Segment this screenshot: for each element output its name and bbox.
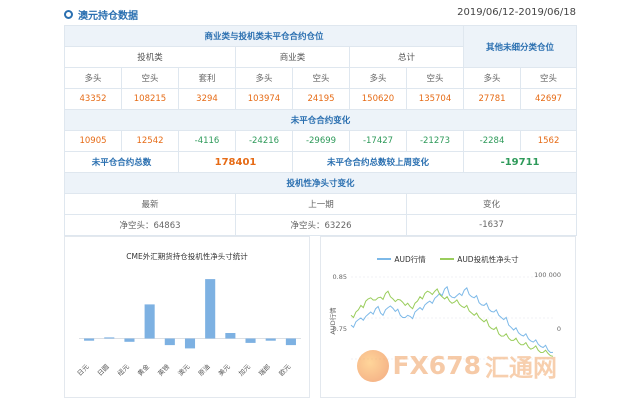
- bar: [144, 304, 155, 339]
- bar: [225, 333, 236, 339]
- change-value: -21273: [405, 130, 465, 152]
- left-tick-label: 0.85: [333, 273, 347, 281]
- change-value: -29699: [292, 130, 350, 152]
- watermark: FX678 汇通网: [357, 348, 557, 383]
- legend-swatch: [377, 258, 392, 260]
- watermark-brand: FX678: [392, 351, 481, 380]
- sub-speculative: 投机类: [64, 46, 236, 68]
- change-value: 12542: [121, 130, 179, 152]
- col-label: 多头: [64, 67, 122, 89]
- net-position-bar-chart: 日元 日圆 纽元 黄金 英镑 澳元 原油 美元 加元 瑞郎 欧元: [76, 279, 301, 378]
- bar: [205, 279, 216, 339]
- col-label: 多头: [463, 67, 522, 89]
- positions-table: 商业类与投机类未平仓合约仓位 其他未细分类仓位 投机类 商业类 总计 多头 空头…: [63, 25, 578, 236]
- oi-total-value: 178401: [178, 151, 293, 173]
- legend-item[interactable]: AUD投机性净头寸: [440, 254, 519, 265]
- bar: [245, 338, 256, 343]
- right-tick-label: 0: [557, 325, 561, 333]
- aud-chart-panel: AUD行情 AUD投机性净头寸 0.85 0.75 100 000 0 AUD行情 FX…: [320, 236, 576, 398]
- chart-title: CME外汇期货持仓投机性净头寸统计: [126, 252, 248, 261]
- position-value: 108215: [121, 88, 179, 110]
- x-tick-label: 英镑: [156, 362, 172, 378]
- net-change-value: -1637: [405, 214, 578, 236]
- bar: [265, 338, 276, 341]
- bar: [285, 338, 296, 346]
- position-value: 42697: [520, 88, 578, 110]
- x-tick-label: 日元: [76, 362, 91, 377]
- net-prev-value: 净空头：63226: [235, 214, 407, 236]
- legend-swatch: [440, 258, 455, 260]
- change-value: -4116: [178, 130, 236, 152]
- col-label: 空头: [520, 67, 578, 89]
- position-value: 135704: [405, 88, 465, 110]
- page-title-text: 澳元持仓数据: [78, 11, 138, 22]
- sub-commercial: 商业类: [235, 46, 350, 68]
- position-value: 103974: [235, 88, 293, 110]
- legend-label: AUD投机性净头寸: [457, 254, 519, 264]
- bar: [124, 338, 135, 342]
- y-axis-label: AUD行情: [328, 307, 337, 335]
- oi-total-label: 未平仓合约总数: [64, 151, 179, 173]
- x-tick-label: 欧元: [277, 362, 293, 378]
- net-change-label: 变化: [405, 193, 578, 215]
- other-title: 其他未细分类仓位: [463, 25, 578, 68]
- series-line: [350, 285, 554, 354]
- col-label: 空头: [121, 67, 179, 89]
- change-value: -17427: [349, 130, 407, 152]
- position-value: 150620: [349, 88, 407, 110]
- legend-label: AUD行情: [394, 254, 426, 264]
- circle-icon: [64, 10, 73, 19]
- header-bar: 澳元持仓数据 2019/06/12-2019/06/18: [64, 0, 576, 24]
- bar: [164, 338, 175, 346]
- bar: [184, 338, 196, 349]
- change-title: 未平仓合约变化: [63, 109, 578, 131]
- x-tick-label: 加元: [236, 362, 252, 378]
- oi-change-label: 未平仓合约总数较上周变化: [291, 151, 465, 173]
- position-value: 43352: [64, 88, 122, 110]
- net-latest-label: 最新: [64, 193, 236, 215]
- net-latest-value: 净空头：64863: [64, 214, 236, 236]
- group-title: 商业类与投机类未平仓合约仓位: [63, 25, 465, 47]
- bar: [84, 338, 95, 341]
- page-title: 澳元持仓数据: [64, 7, 138, 22]
- change-value: 10905: [64, 130, 122, 152]
- net-position-chart-panel: CME外汇期货持仓投机性净头寸统计 日元 日圆 纽元 黄金 英镑 澳元 原油 美元 加元 瑞郎 欧元: [64, 236, 310, 398]
- fx678-logo-icon: [357, 349, 390, 382]
- sub-total: 总计: [348, 46, 465, 68]
- position-value: 27781: [463, 88, 522, 110]
- col-label: 空头: [405, 67, 465, 89]
- col-label: 多头: [349, 67, 407, 89]
- x-tick-label: 日圆: [96, 363, 111, 378]
- change-value: 1562: [520, 130, 578, 152]
- oi-change-value: -19711: [463, 151, 578, 173]
- x-tick-label: 澳元: [176, 362, 192, 378]
- left-tick-label: 0.75: [333, 325, 347, 333]
- col-label: 套利: [178, 67, 236, 89]
- x-tick-label: 美元: [216, 362, 232, 378]
- col-label: 多头: [235, 67, 293, 89]
- net-title: 投机性净头寸变化: [63, 172, 578, 194]
- right-tick-label: 100 000: [534, 271, 561, 279]
- chart-legend: AUD行情 AUD投机性净头寸: [321, 253, 575, 265]
- position-value: 3294: [178, 88, 236, 110]
- change-value: -2284: [463, 130, 522, 152]
- x-tick-label: 瑞郎: [257, 362, 273, 378]
- watermark-site: 汇通网: [485, 354, 557, 382]
- col-label: 空头: [292, 67, 350, 89]
- position-value: 24195: [292, 88, 350, 110]
- x-tick-label: 黄金: [135, 362, 151, 378]
- x-tick-label: 原油: [196, 362, 212, 378]
- bar: [104, 337, 115, 339]
- series-line: [350, 288, 554, 357]
- x-tick-label: 纽元: [115, 362, 131, 378]
- net-prev-label: 上一期: [235, 193, 407, 215]
- legend-item[interactable]: AUD行情: [377, 254, 426, 265]
- date-range: 2019/06/12-2019/06/18: [457, 7, 576, 18]
- change-value: -24216: [235, 130, 293, 152]
- aud-line-chart: 0.85 0.75 100 000 0 AUD行情: [328, 271, 561, 360]
